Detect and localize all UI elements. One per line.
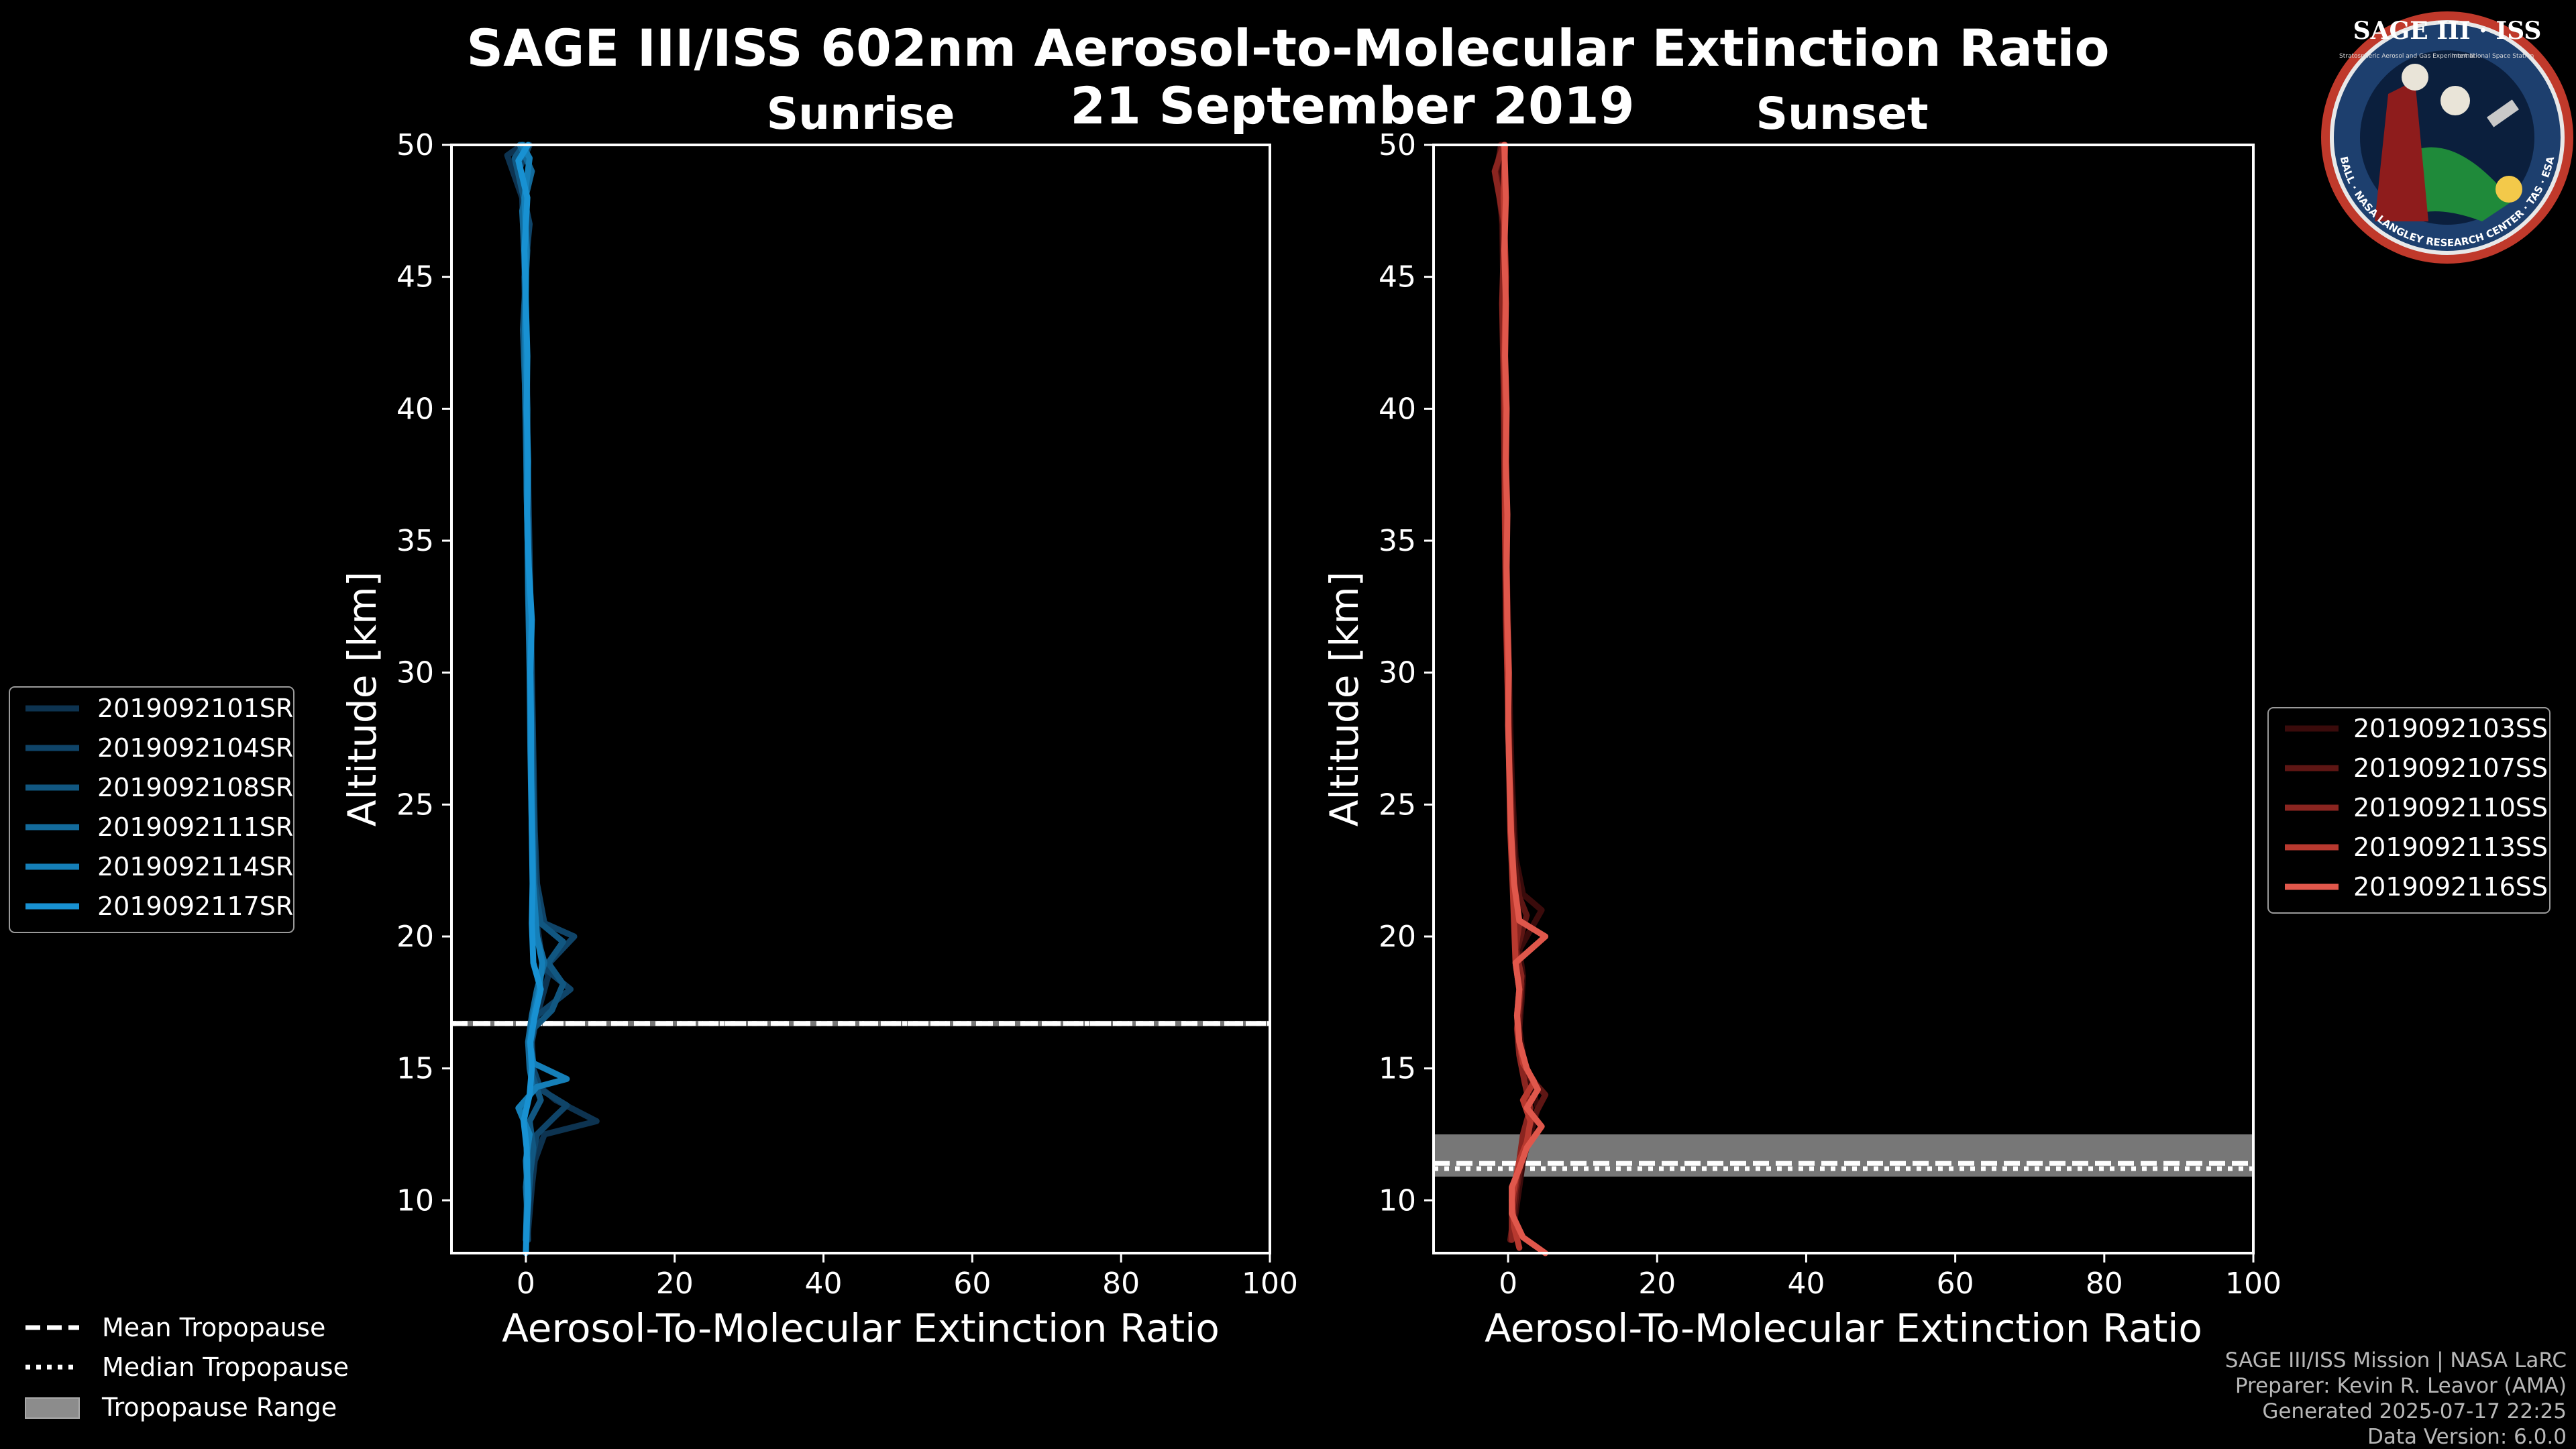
sunrise-xtick-label: 40: [805, 1267, 843, 1301]
sunrise-x-axis-label: Aerosol-To-Molecular Extinction Ratio: [502, 1305, 1220, 1351]
sunrise-xtick-label: 100: [1242, 1267, 1298, 1301]
sunrise-axes-frame: [450, 144, 1271, 1254]
sunrise-ytick-label: 10: [396, 1183, 434, 1218]
sunset-legend-entries: 2019092103SS 2019092107SS 2019092110SS 2019…: [2285, 714, 2548, 902]
mean-tropopause-label: Mean Tropopause: [102, 1313, 325, 1342]
logo-title: SAGE III · ISS: [2353, 17, 2542, 45]
sunset-xtick-label: 80: [2086, 1267, 2123, 1301]
credit-data-version: Data Version: 6.0.0: [2367, 1425, 2567, 1449]
sunrise-ytick-label: 15: [396, 1052, 434, 1086]
series-line-2019092116SS: [1501, 142, 1549, 1256]
sunset-ytick-label: 10: [1379, 1183, 1416, 1218]
legend-label-2019092108SR: 2019092108SR: [97, 773, 293, 802]
sunrise-legend-box: [9, 686, 294, 933]
sunrise-xtick-label: 80: [1102, 1267, 1140, 1301]
logo-inner-left: Stratospheric Aerosol and Gas Experiment…: [2339, 53, 2475, 60]
sunset-ytick-label: 45: [1379, 260, 1416, 294]
sunrise-ytick-label: 30: [396, 656, 434, 690]
sunset-ytick-label: 50: [1379, 128, 1416, 162]
tropopause-range-swatch: [25, 1397, 80, 1419]
sunset-ytick-label: 25: [1379, 788, 1416, 822]
logo-inner-right: International Space Station: [2452, 53, 2534, 60]
median-tropopause-label: Median Tropopause: [102, 1352, 349, 1382]
legend-label-2019092111SR: 2019092111SR: [97, 812, 293, 842]
sunrise-ytick-label: 20: [396, 920, 434, 954]
legend-label-2019092114SR: 2019092114SR: [97, 852, 293, 881]
sun-icon: [2496, 176, 2522, 203]
tropopause-legend: Mean Tropopause Median Tropopause Tropop…: [25, 1313, 349, 1422]
sunrise-ytick-label: 45: [396, 260, 434, 294]
sunset-ytick-label: 40: [1379, 392, 1416, 426]
legend-label-2019092104SR: 2019092104SR: [97, 733, 293, 763]
moon-icon: [2440, 86, 2470, 115]
sunset-plot-area: [1434, 145, 2253, 1253]
sunrise-plot-area: [451, 145, 1270, 1253]
legend-label-2019092116SS: 2019092116SS: [2353, 872, 2548, 902]
sunrise-ytick-label: 40: [396, 392, 434, 426]
tropopause-range-label: Tropopause Range: [101, 1393, 337, 1422]
wizard-head-icon: [2402, 64, 2428, 91]
sunrise-ticks: 0 20 40 60 80 100 10 15 20 25 30 35 40 45 50: [396, 128, 1298, 1301]
sunset-x-axis-label: Aerosol-To-Molecular Extinction Ratio: [1485, 1305, 2202, 1351]
sunset-series: [1491, 142, 1549, 1256]
sunset-legend-box: [2267, 707, 2551, 914]
legend-label-2019092103SS: 2019092103SS: [2353, 714, 2548, 743]
figure-date: 21 September 2019: [1070, 76, 1634, 136]
legend-label-2019092113SS: 2019092113SS: [2353, 833, 2548, 862]
sunrise-legend: 2019092101SR 2019092104SR 2019092108SR 2019…: [9, 686, 294, 933]
legend-label-2019092107SS: 2019092107SS: [2353, 753, 2548, 783]
sunset-ytick-label: 35: [1379, 524, 1416, 558]
sage-iss-logo: SAGE III · ISS Stratospheric Aerosol and…: [2321, 11, 2573, 264]
sunrise-xtick-label: 0: [517, 1267, 535, 1301]
sunset-xtick-label: 40: [1787, 1267, 1825, 1301]
sunset-xtick-label: 0: [1499, 1267, 1517, 1301]
sunrise-xtick-label: 20: [656, 1267, 694, 1301]
sunrise-panel: Sunrise 0 20 40 60 80 100 10 15 20 25 30 35 40 45 50 A…: [339, 88, 1298, 1351]
sunset-y-axis-label: Altitude [km]: [1322, 572, 1367, 826]
sunrise-y-axis-label: Altitude [km]: [339, 572, 385, 826]
sunset-ticks: 0 20 40 60 80 100 10 15 20 25 30 35 40 45 50: [1379, 128, 2282, 1301]
sunset-xtick-label: 60: [1937, 1267, 1974, 1301]
sunset-panel: Sunset 0 20 40 60 80 100 10 15 20 25 30 35 40 45 50 Ae…: [1322, 88, 2282, 1351]
sunset-ytick-label: 20: [1379, 920, 1416, 954]
legend-label-2019092110SS: 2019092110SS: [2353, 793, 2548, 822]
sunrise-ytick-label: 50: [396, 128, 434, 162]
sunrise-legend-entries: 2019092101SR 2019092104SR 2019092108SR 2019…: [25, 694, 293, 921]
credits: SAGE III/ISS Mission | NASA LaRC Prepare…: [2225, 1348, 2567, 1449]
sunset-subtitle: Sunset: [1756, 88, 1928, 140]
sunset-xtick-label: 20: [1638, 1267, 1676, 1301]
legend-label-2019092117SR: 2019092117SR: [97, 892, 293, 921]
sunset-tropopause: [1434, 1134, 2253, 1177]
sunrise-ytick-label: 25: [396, 788, 434, 822]
series-line-2019092117SR: [515, 142, 544, 1256]
figure-title: SAGE III/ISS 602nm Aerosol-to-Molecular …: [466, 18, 2109, 78]
credit-generated: Generated 2025-07-17 22:25: [2262, 1399, 2567, 1424]
sunrise-tropopause: [451, 1020, 1270, 1026]
legend-label-2019092101SR: 2019092101SR: [97, 694, 293, 723]
iss-station-icon: [2486, 99, 2520, 127]
sunrise-subtitle: Sunrise: [767, 88, 955, 140]
sunrise-ytick-label: 35: [396, 524, 434, 558]
sunset-xtick-label: 100: [2225, 1267, 2282, 1301]
credit-preparer: Preparer: Kevin R. Leavor (AMA): [2235, 1374, 2567, 1398]
credit-mission: SAGE III/ISS Mission | NASA LaRC: [2225, 1348, 2567, 1373]
sunset-axes-frame: [1432, 144, 2255, 1254]
sunrise-xtick-label: 60: [953, 1267, 991, 1301]
sunrise-series: [504, 142, 600, 1256]
sunset-ytick-label: 30: [1379, 656, 1416, 690]
sunset-ytick-label: 15: [1379, 1052, 1416, 1086]
sunset-legend: 2019092103SS 2019092107SS 2019092110SS 2019…: [2267, 707, 2551, 914]
wizard-figure-icon: [2375, 80, 2428, 221]
